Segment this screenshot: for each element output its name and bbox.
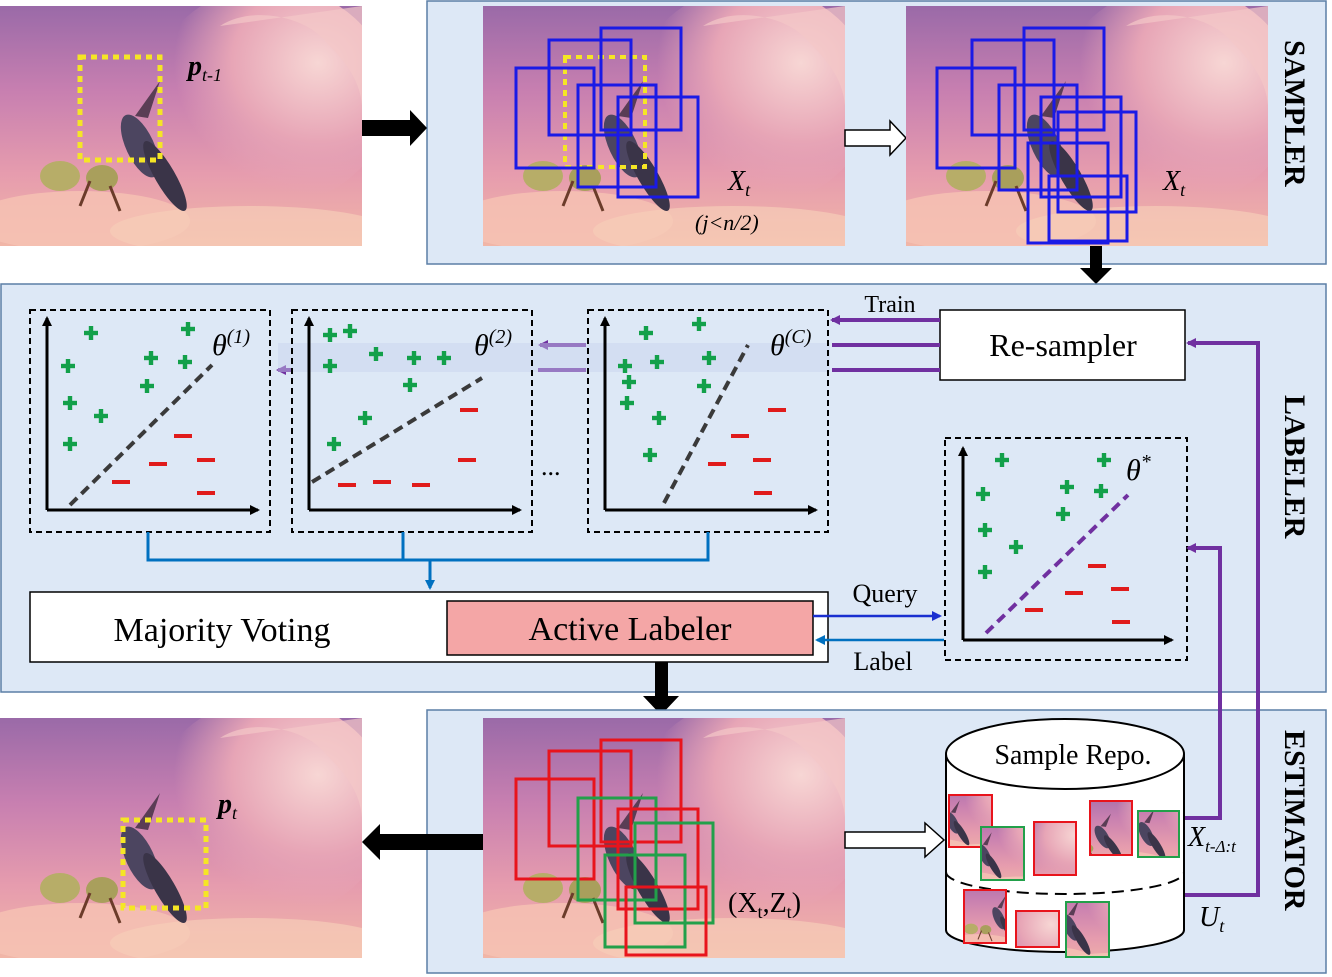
resampler-label: Re-sampler — [989, 327, 1137, 363]
output-pose-label: pt — [216, 789, 238, 823]
window-samples-label: Xt-Δ:t — [1187, 822, 1237, 856]
unlabeled-samples-label: Ut — [1199, 902, 1225, 936]
repo-to-resampler-arrow — [1185, 338, 1260, 897]
repo-label: Sample Repo. — [994, 740, 1151, 771]
samples-label: Xt — [727, 166, 751, 200]
estimator-to-output-arrow — [362, 824, 483, 860]
classifier-c-theta: θ(C) — [770, 326, 812, 362]
estimator-to-repo-arrow — [844, 821, 946, 859]
train-band — [278, 343, 830, 372]
sampling-condition: (j<n/2) — [695, 210, 759, 235]
sampler-frame-full: Xt — [906, 6, 1268, 246]
active-labeler-box — [446, 600, 814, 656]
classifier-2-plot: θ(2) — [291, 309, 533, 533]
sampler-to-labeler-arrow — [1080, 246, 1112, 284]
samples-label-full: Xt — [1162, 166, 1186, 200]
previous-frame: pt-1 — [0, 6, 362, 246]
labeled-pairs-label: (Xt,Zt) — [728, 888, 801, 922]
train-label: Train — [864, 292, 915, 318]
classifier-c-plot: θ(C) — [587, 309, 829, 533]
frame-to-sampler-arrow — [362, 110, 427, 146]
labeler-to-estimator-arrow — [643, 662, 679, 715]
classifier-1-plot: θ(1) — [29, 309, 271, 533]
output-frame: pt — [0, 718, 362, 958]
estimator-section-label: ESTIMATOR — [1278, 730, 1311, 911]
query-label: Query — [853, 579, 918, 608]
classifier-aggregation-connector — [146, 532, 710, 590]
active-labeler-label: Active Labeler — [529, 611, 733, 648]
sampler-section-label: SAMPLER — [1278, 40, 1311, 187]
oracle-classifier-plot: θ* — [944, 437, 1188, 661]
classifier-2-theta: θ(2) — [474, 326, 512, 362]
resampler-box — [939, 309, 1186, 381]
label-label: Label — [853, 647, 912, 676]
majority-voting-label: Majority Voting — [114, 612, 331, 649]
estimator-frame: (Xt,Zt) — [483, 718, 845, 958]
repo-to-oracle-arrow — [1185, 543, 1222, 820]
sample-repository: Sample Repo. — [945, 718, 1185, 958]
sampler-step-arrow — [844, 119, 908, 157]
oracle-theta: θ* — [1126, 451, 1151, 487]
classifier-1-theta: θ(1) — [212, 326, 250, 362]
repo-thumbnails — [948, 794, 1180, 958]
previous-pose-label: pt-1 — [186, 51, 222, 85]
labeler-section-label: LABELER — [1278, 395, 1311, 539]
classifiers-ellipsis: ... — [541, 452, 561, 481]
sampler-frame-first-half: Xt (j<n/2) — [483, 6, 845, 246]
